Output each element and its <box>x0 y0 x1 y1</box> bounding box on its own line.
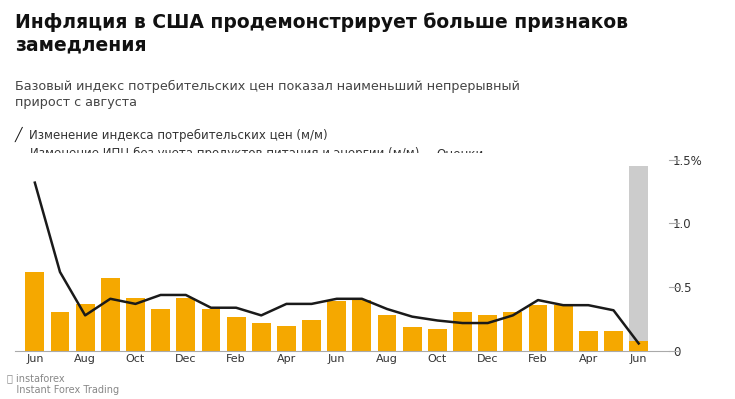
Bar <box>126 298 145 351</box>
Bar <box>403 327 422 351</box>
Bar <box>226 317 245 351</box>
Bar <box>201 309 220 351</box>
Bar <box>101 279 120 351</box>
Bar <box>302 320 321 351</box>
Bar <box>503 312 523 351</box>
Bar <box>428 330 447 351</box>
Bar <box>453 312 472 351</box>
Bar <box>378 315 396 351</box>
Bar <box>76 304 95 351</box>
Text: Базовый индекс потребительских цен показал наименьший непрерывный
прирост с авгу: Базовый индекс потребительских цен показ… <box>15 80 520 109</box>
Bar <box>151 309 170 351</box>
Bar <box>277 326 296 351</box>
Bar <box>629 166 648 351</box>
FancyBboxPatch shape <box>420 155 432 165</box>
Text: Изменение ИПЦ без учета продуктов питания и энергии (м/м): Изменение ИПЦ без учета продуктов питани… <box>30 147 420 160</box>
Bar <box>327 301 346 351</box>
FancyBboxPatch shape <box>15 155 26 165</box>
Text: ╱: ╱ <box>15 127 22 142</box>
Bar <box>252 323 270 351</box>
Text: Оценки: Оценки <box>436 147 483 160</box>
Bar <box>528 305 548 351</box>
Bar <box>353 300 371 351</box>
Bar <box>478 315 497 351</box>
Bar <box>579 331 598 351</box>
Bar <box>51 312 69 351</box>
Bar <box>629 341 648 351</box>
Bar <box>604 331 623 351</box>
Text: ⬛ instaforex
   Instant Forex Trading: ⬛ instaforex Instant Forex Trading <box>7 373 120 395</box>
Bar <box>176 298 196 351</box>
Bar <box>26 272 44 351</box>
Bar <box>553 305 573 351</box>
Text: Изменение индекса потребительских цен (м/м): Изменение индекса потребительских цен (м… <box>29 129 328 142</box>
Text: Инфляция в США продемонстрирует больше признаков
замедления: Инфляция в США продемонстрирует больше п… <box>15 12 628 54</box>
